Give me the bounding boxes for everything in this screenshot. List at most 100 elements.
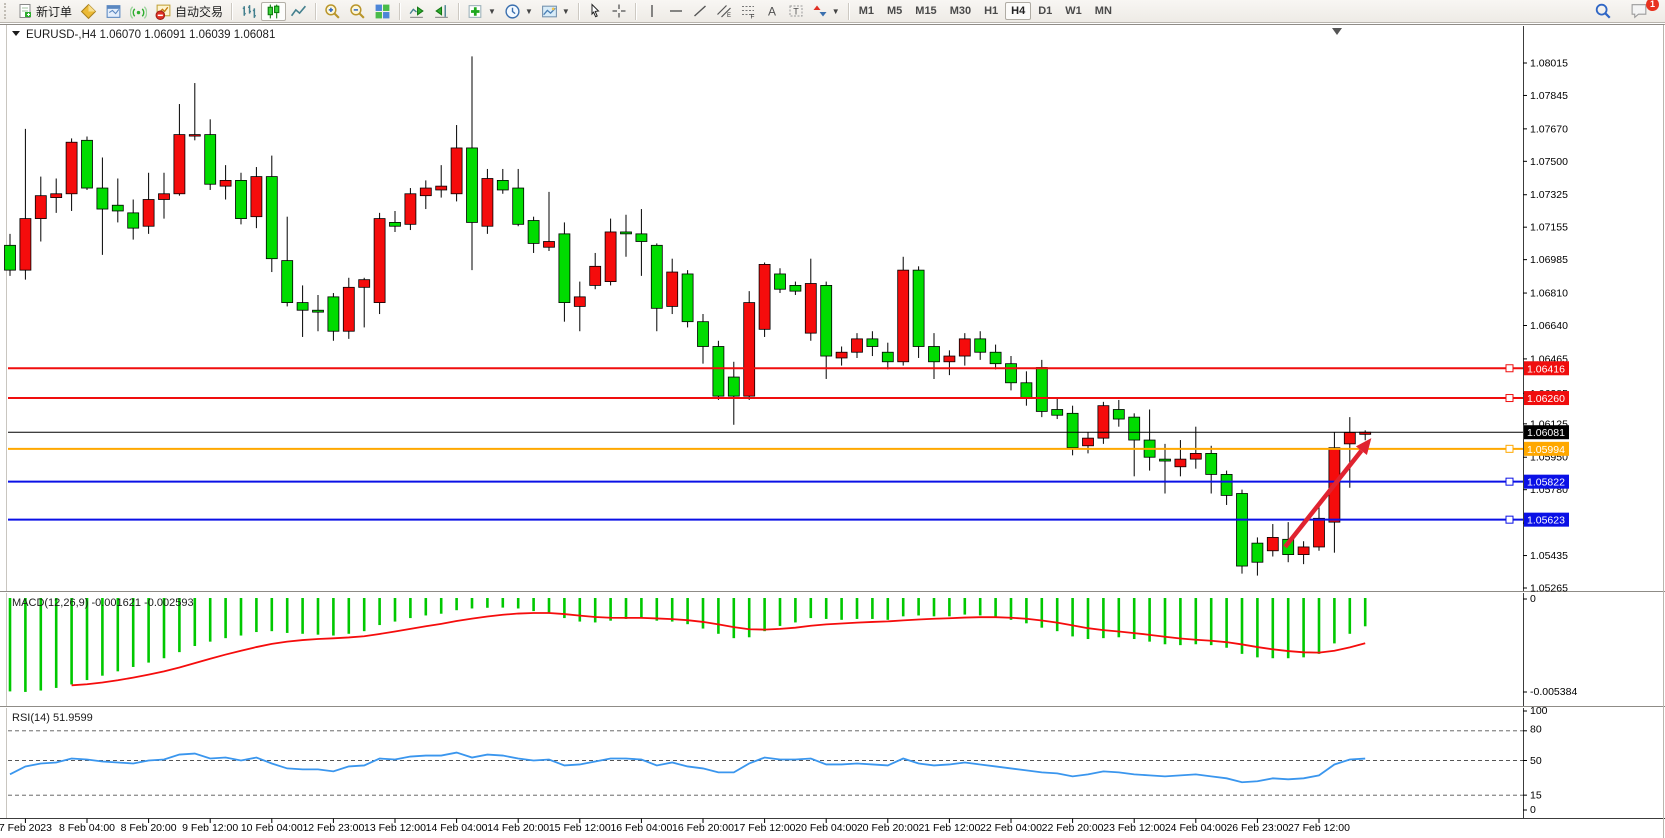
macd-axis-label: -0.005384 [1530,686,1577,698]
candle-body [1159,458,1171,462]
candle-body [1189,453,1202,460]
arrow-shaft[interactable] [1283,449,1364,549]
chat-button[interactable]: 1 [1626,0,1659,21]
chart-shift-marker[interactable] [1332,28,1342,35]
macd-histogram-bar [655,598,659,621]
svg-text:T: T [793,7,799,17]
timeframe-button-H1[interactable]: H1 [984,5,999,17]
chart-shift-button[interactable] [429,2,454,21]
macd-histogram-bar [39,598,43,691]
line-handle[interactable] [1505,444,1514,453]
vertical-line-button[interactable] [640,2,664,21]
macd-histogram-bar [101,598,104,676]
timeframe-button-M5[interactable]: M5 [887,5,903,17]
candle-body [358,279,371,288]
templates-button[interactable]: ▼ [537,2,574,21]
macd-histogram-bar [640,598,643,619]
line-chart-button[interactable] [286,2,311,21]
price-badge [1524,474,1569,489]
timeframe-button-M1[interactable]: M1 [858,5,874,17]
text-label-button[interactable]: T [784,2,808,21]
signal-waves-icon [130,3,148,20]
candle-body [974,338,987,353]
crosshair-button[interactable] [607,2,631,21]
macd-histogram-bar [593,598,597,623]
dropdown-caret: ▼ [488,6,496,16]
autotrading-button[interactable]: 自动交易 [151,2,227,21]
candle-body [419,187,432,197]
text-button[interactable]: A [760,2,784,21]
chart-title: EURUSD-,H4 1.06070 1.06091 1.06039 1.060… [26,29,275,41]
macd-histogram-bar [547,598,551,613]
macd-histogram-bar [54,598,58,688]
timeframe-button-M15[interactable]: M15 [915,5,937,17]
time-tick-label: 22 Feb 20:00 [1042,822,1104,834]
trendline-button[interactable] [688,2,712,21]
arrows-button[interactable]: ▼ [808,2,844,21]
cursor-button[interactable] [583,2,607,21]
auto-scroll-button[interactable] [404,2,429,21]
signals-button[interactable] [126,2,151,21]
macd-histogram-bar [1194,598,1198,645]
periods-button[interactable]: ▼ [500,2,537,21]
macd-histogram-bar [1271,598,1275,659]
macd-histogram-bar [8,598,12,692]
horizontal-line-button[interactable] [664,2,688,21]
candle-body [496,180,509,191]
macd-histogram-bar [147,598,150,663]
time-tick-label: 22 Feb 04:00 [980,822,1042,834]
candlestick-chart-button[interactable] [261,1,287,21]
new-order-button[interactable]: 新订单 [13,2,76,21]
time-tick-label: 9 Feb 12:00 [182,822,238,834]
candle-body [265,176,278,260]
macd-label: MACD(12,26,9) -0.001621 -0.002593 [12,597,194,609]
zoom-out-button[interactable] [345,2,370,21]
candle-body [1297,546,1310,555]
bar-chart-button[interactable] [236,2,261,21]
metaeditor-button[interactable] [76,2,101,21]
timeframe-button-H4[interactable]: H4 [1005,2,1032,20]
timeframe-button-W1[interactable]: W1 [1065,5,1082,17]
price-tick-label: 1.06985 [1530,254,1568,266]
candle-body [34,195,47,219]
autotrading-label: 自动交易 [175,4,224,19]
macd-histogram-bar [670,598,674,622]
search-button[interactable] [1590,2,1616,21]
timeframe-button-MN[interactable]: MN [1094,5,1112,17]
timeframe-button-M30[interactable]: M30 [949,5,972,17]
market-button[interactable] [101,2,126,21]
line-handle[interactable] [1505,515,1514,524]
macd-histogram-bar [239,598,243,636]
macd-histogram-bar [393,598,397,622]
zoom-in-button[interactable] [320,2,345,21]
indicators-button[interactable]: ▼ [463,2,500,21]
time-tick-label: 23 Feb 12:00 [1103,822,1165,834]
symbol-dropdown-icon[interactable] [12,31,20,36]
macd-histogram-bar [516,598,520,609]
candle-body [866,338,879,347]
macd-histogram-bar [1102,598,1105,639]
arrow-head[interactable] [1355,438,1372,456]
line-handle[interactable] [1505,364,1514,373]
macd-histogram-bar [1009,598,1013,620]
timeframe-button-D1[interactable]: D1 [1038,5,1053,17]
candle-body [296,302,309,311]
fibonacci-button[interactable]: F [736,2,760,21]
time-tick-label: 12 Feb 23:00 [302,822,364,834]
dropdown-caret: ▼ [831,6,840,16]
equidistant-channel-button[interactable]: E [712,2,736,21]
arrow-annotation[interactable] [1283,438,1372,549]
line-handle[interactable] [1505,394,1514,403]
chart-canvas[interactable]: 1.08015 1.07845 1.07670 1.07500 1.07325 1.071… [0,25,1665,838]
candle-body [835,351,848,359]
tile-windows-button[interactable] [370,2,395,21]
macd-histogram-bar [1148,598,1151,642]
macd-histogram-bar [424,598,428,616]
line-handle[interactable] [1505,477,1514,486]
market-window-icon [105,3,122,20]
candle-body [635,233,648,242]
gold-diamond-icon [80,3,97,20]
macd-histogram-bar [486,598,489,608]
candle-body [589,265,602,286]
toolbar: 新订单 自动交易 ▼ ▼ ▼ [0,0,1665,23]
